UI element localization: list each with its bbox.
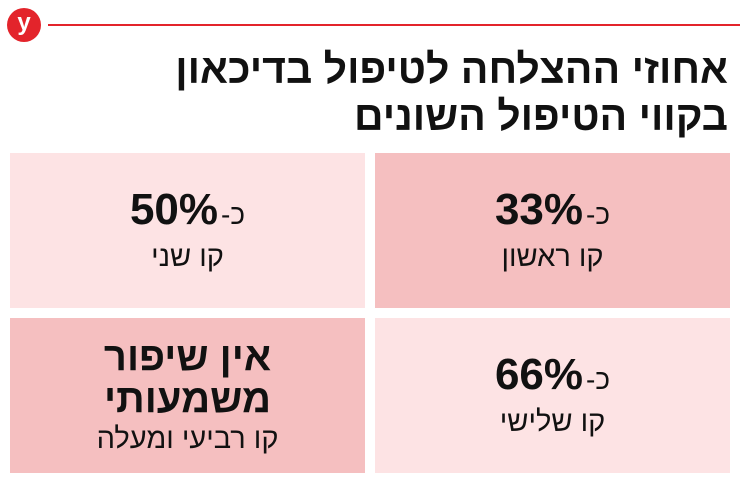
header-rule [48, 24, 740, 26]
label: קו רביעי ומעלה [96, 422, 279, 455]
figure: כ- 50% [130, 187, 245, 238]
title-line: אחוזי ההצלחה לטיפול בדיכאון [175, 46, 728, 92]
label: קו שלישי [499, 406, 606, 438]
value: 33% [494, 185, 584, 234]
prefix: כ- [586, 364, 611, 395]
prefix: כ- [586, 199, 611, 230]
cell: כ- 50% קו שני [10, 153, 365, 308]
label: קו ראשון [501, 241, 604, 273]
statement: אין שיפור [103, 334, 272, 379]
cell: כ- 33% קו ראשון [375, 153, 730, 308]
logo: y [7, 8, 41, 42]
title: אחוזי ההצלחה לטיפול בדיכאון בקווי הטיפול… [175, 46, 728, 140]
value: 66% [494, 350, 584, 399]
figure: כ- 66% [495, 352, 610, 403]
statement: משמעותי [103, 376, 272, 421]
title-line: בקווי הטיפול השונים [354, 93, 728, 139]
prefix: כ- [221, 199, 246, 230]
value: 50% [129, 185, 219, 234]
label: קו שני [151, 241, 224, 273]
cell: כ- 66% קו שלישי [375, 318, 730, 473]
cell: אין שיפור משמעותי קו רביעי ומעלה [10, 318, 365, 473]
figure: כ- 33% [495, 187, 610, 238]
